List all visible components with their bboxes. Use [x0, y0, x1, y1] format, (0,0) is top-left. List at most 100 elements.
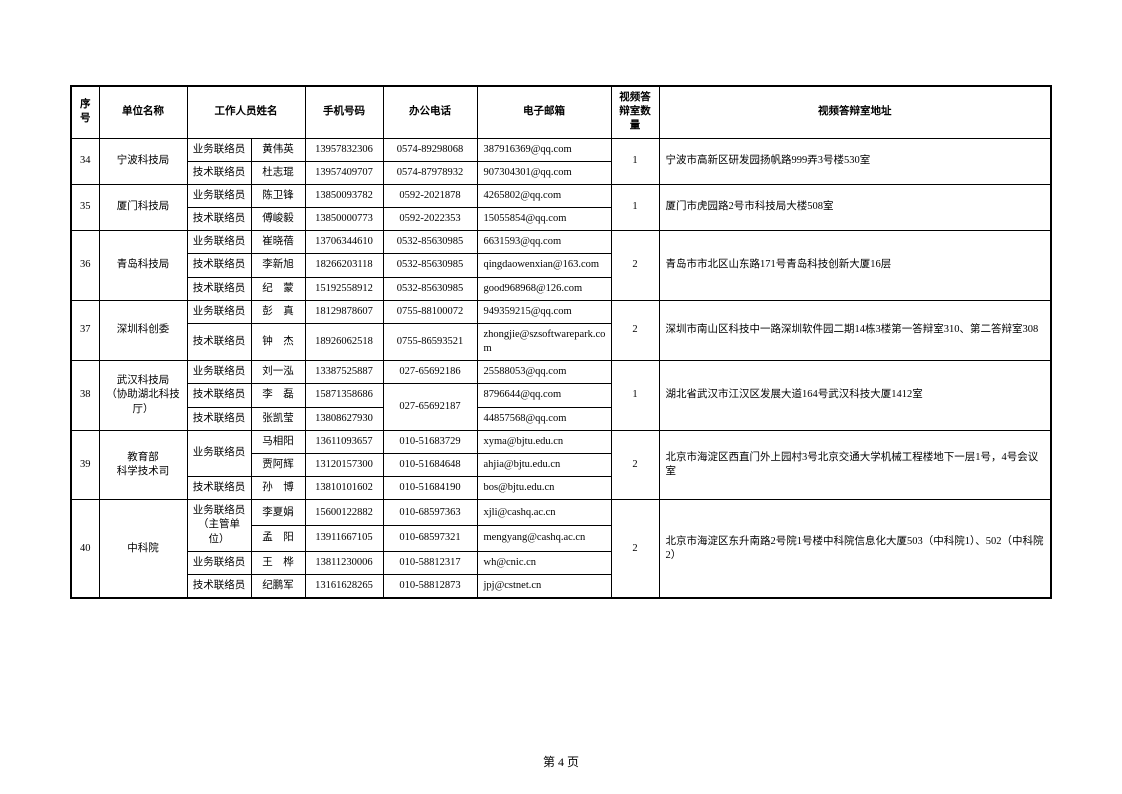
cell-tel: 0592-2021878 [383, 184, 477, 207]
cell-mobile: 13957832306 [305, 138, 383, 161]
cell-tel: 0532-85630985 [383, 277, 477, 300]
cell-mobile: 15192558912 [305, 277, 383, 300]
cell-room-count: 1 [611, 361, 659, 431]
cell-mobile: 15871358686 [305, 384, 383, 407]
cell-role: 技术联络员 [187, 254, 251, 277]
cell-name: 孙 博 [251, 477, 305, 500]
cell-role: 业务联络员 [187, 430, 251, 476]
cell-address: 北京市海淀区西直门外上园村3号北京交通大学机械工程楼地下一层1号，4号会议室 [659, 430, 1051, 500]
cell-name: 彭 真 [251, 300, 305, 323]
cell-role: 业务联络员 [187, 300, 251, 323]
cell-tel: 0755-86593521 [383, 323, 477, 360]
header-unit: 单位名称 [99, 86, 187, 138]
cell-tel: 0574-87978932 [383, 161, 477, 184]
table-row: 39教育部科学技术司业务联络员马相阳13611093657010-5168372… [71, 430, 1051, 453]
cell-seq: 34 [71, 138, 99, 184]
table-row: 35厦门科技局业务联络员陈卫锋138500937820592-202187842… [71, 184, 1051, 207]
cell-name: 马相阳 [251, 430, 305, 453]
cell-unit: 中科院 [99, 500, 187, 598]
header-mobile: 手机号码 [305, 86, 383, 138]
cell-room-count: 2 [611, 430, 659, 500]
cell-role: 业务联络员 [187, 184, 251, 207]
cell-tel: 0755-88100072 [383, 300, 477, 323]
cell-tel: 010-51684190 [383, 477, 477, 500]
cell-name: 李夏娟 [251, 500, 305, 526]
header-email: 电子邮箱 [477, 86, 611, 138]
cell-role: 技术联络员 [187, 384, 251, 407]
cell-role: 业务联络员 [187, 551, 251, 574]
header-address: 视频答辩室地址 [659, 86, 1051, 138]
cell-seq: 38 [71, 361, 99, 431]
cell-email: 4265802@qq.com [477, 184, 611, 207]
cell-seq: 37 [71, 300, 99, 361]
contact-table: 序号 单位名称 工作人员姓名 手机号码 办公电话 电子邮箱 视频答辩室数量 视频… [70, 85, 1052, 599]
cell-role: 技术联络员 [187, 161, 251, 184]
cell-name: 傅峻毅 [251, 208, 305, 231]
cell-email: 949359215@qq.com [477, 300, 611, 323]
table-row: 36青岛科技局业务联络员崔晓蓓137063446100532-856309856… [71, 231, 1051, 254]
cell-name: 杜志琨 [251, 161, 305, 184]
cell-name: 刘一泓 [251, 361, 305, 384]
cell-seq: 35 [71, 184, 99, 230]
cell-tel: 027-65692187 [383, 384, 477, 430]
cell-email: 8796644@qq.com [477, 384, 611, 407]
cell-tel: 0532-85630985 [383, 231, 477, 254]
cell-unit: 教育部科学技术司 [99, 430, 187, 500]
cell-mobile: 13957409707 [305, 161, 383, 184]
cell-name: 陈卫锋 [251, 184, 305, 207]
cell-mobile: 13120157300 [305, 453, 383, 476]
cell-name: 李新旭 [251, 254, 305, 277]
cell-email: qingdaowenxian@163.com [477, 254, 611, 277]
cell-name: 贾阿辉 [251, 453, 305, 476]
cell-name: 张凯莹 [251, 407, 305, 430]
cell-tel: 010-58812317 [383, 551, 477, 574]
cell-email: xyma@bjtu.edu.cn [477, 430, 611, 453]
cell-unit: 深圳科创委 [99, 300, 187, 361]
cell-seq: 39 [71, 430, 99, 500]
cell-email: 44857568@qq.com [477, 407, 611, 430]
header-seq: 序号 [71, 86, 99, 138]
cell-email: 15055854@qq.com [477, 208, 611, 231]
cell-tel: 0532-85630985 [383, 254, 477, 277]
cell-mobile: 15600122882 [305, 500, 383, 526]
cell-tel: 010-58812873 [383, 574, 477, 598]
cell-unit: 武汉科技局（协助湖北科技厅） [99, 361, 187, 431]
cell-mobile: 13811230006 [305, 551, 383, 574]
cell-role: 技术联络员 [187, 323, 251, 360]
cell-name: 王 桦 [251, 551, 305, 574]
cell-email: good968968@126.com [477, 277, 611, 300]
cell-email: jpj@cstnet.cn [477, 574, 611, 598]
table-row: 38武汉科技局（协助湖北科技厅）业务联络员刘一泓13387525887027-6… [71, 361, 1051, 384]
cell-mobile: 13808627930 [305, 407, 383, 430]
table-header-row: 序号 单位名称 工作人员姓名 手机号码 办公电话 电子邮箱 视频答辩室数量 视频… [71, 86, 1051, 138]
cell-mobile: 13706344610 [305, 231, 383, 254]
cell-unit: 厦门科技局 [99, 184, 187, 230]
cell-name: 纪 蒙 [251, 277, 305, 300]
cell-role: 业务联络员 [187, 361, 251, 384]
cell-unit: 宁波科技局 [99, 138, 187, 184]
cell-name: 孟 阳 [251, 526, 305, 552]
cell-email: 907304301@qq.com [477, 161, 611, 184]
table-row: 34宁波科技局业务联络员黄伟英139578323060574-892980683… [71, 138, 1051, 161]
cell-email: mengyang@cashq.ac.cn [477, 526, 611, 552]
cell-mobile: 13611093657 [305, 430, 383, 453]
cell-mobile: 13850093782 [305, 184, 383, 207]
cell-room-count: 1 [611, 184, 659, 230]
cell-mobile: 13161628265 [305, 574, 383, 598]
cell-role: 业务联络员 [187, 138, 251, 161]
header-room-count: 视频答辩室数量 [611, 86, 659, 138]
cell-tel: 010-68597321 [383, 526, 477, 552]
header-staff: 工作人员姓名 [187, 86, 305, 138]
cell-email: 25588053@qq.com [477, 361, 611, 384]
table-row: 37深圳科创委业务联络员彭 真181298786070755-881000729… [71, 300, 1051, 323]
cell-role: 技术联络员 [187, 208, 251, 231]
cell-role: 业务联络员 [187, 231, 251, 254]
cell-role: 技术联络员 [187, 407, 251, 430]
cell-tel: 010-51683729 [383, 430, 477, 453]
cell-mobile: 18129878607 [305, 300, 383, 323]
cell-mobile: 13810101602 [305, 477, 383, 500]
cell-tel: 010-51684648 [383, 453, 477, 476]
cell-tel: 010-68597363 [383, 500, 477, 526]
cell-mobile: 18926062518 [305, 323, 383, 360]
cell-address: 厦门市虎园路2号市科技局大楼508室 [659, 184, 1051, 230]
